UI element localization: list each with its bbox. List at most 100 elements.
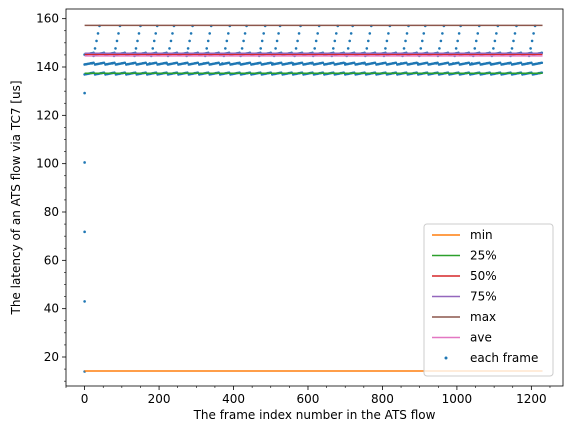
- legend-label: min: [470, 228, 493, 242]
- legend-label: 25%: [470, 249, 497, 263]
- frame-point: [314, 39, 318, 43]
- frame-point: [510, 47, 514, 50]
- frame-point: [519, 61, 523, 65]
- frame-point: [114, 47, 117, 50]
- frame-point: [83, 300, 86, 303]
- x-axis-ticks: 0 200 400 600 800 1000 1200: [65, 386, 551, 406]
- frame-point: [532, 32, 535, 35]
- frame-point: [362, 62, 366, 65]
- frame-point: [492, 47, 495, 50]
- frame-point: [202, 62, 206, 65]
- frame-point: [441, 32, 444, 35]
- frame-point: [221, 62, 224, 65]
- frame-point: [83, 161, 86, 164]
- frame-point: [476, 32, 480, 35]
- frame-point: [148, 62, 152, 65]
- frame-point: [394, 61, 398, 65]
- frame-point: [477, 61, 481, 65]
- frame-point: [439, 39, 443, 43]
- frame-point: [291, 62, 295, 65]
- x-tick-label: 1200: [516, 392, 547, 406]
- frame-point: [498, 61, 502, 65]
- frame-point: [115, 39, 119, 43]
- frame-point: [171, 32, 174, 35]
- frame-point: [102, 61, 106, 65]
- frame-point: [404, 39, 407, 43]
- frame-point: [457, 32, 461, 35]
- frame-point: [529, 47, 532, 50]
- frame-point: [384, 61, 387, 65]
- x-tick-label: 200: [148, 392, 171, 406]
- frame-point: [495, 32, 498, 35]
- y-tick-label: 80: [44, 205, 59, 219]
- frame-point: [474, 39, 478, 43]
- frame-point: [206, 61, 210, 65]
- frame-point: [332, 47, 335, 50]
- frame-point: [513, 32, 517, 35]
- frame-point: [470, 62, 474, 65]
- frame-point: [316, 32, 319, 35]
- frame-point: [206, 39, 210, 43]
- legend-label: 50%: [470, 269, 497, 283]
- frame-point: [271, 62, 274, 65]
- frame-point: [123, 61, 127, 65]
- frame-point: [438, 47, 441, 50]
- frame-point: [154, 32, 158, 35]
- frame-point: [420, 39, 424, 43]
- frame-point: [274, 47, 277, 50]
- frame-point: [365, 47, 369, 50]
- frame-point: [152, 39, 156, 43]
- frame-point: [419, 47, 423, 50]
- frame-point: [446, 61, 450, 65]
- frame-point: [368, 32, 372, 35]
- frame-point: [334, 32, 338, 35]
- frame-point: [168, 47, 171, 50]
- y-tick-label: 140: [36, 60, 59, 74]
- frame-point: [404, 61, 408, 65]
- frame-point: [144, 61, 147, 65]
- frame-point: [83, 230, 86, 234]
- legend: min 25% 50% 75% max ave each frame: [423, 223, 554, 377]
- y-axis-ticks: 20 40 60 80 100 120 140 160: [36, 12, 66, 382]
- frame-point: [530, 61, 533, 65]
- frame-point: [489, 62, 492, 65]
- frame-point: [217, 61, 220, 65]
- frame-point: [205, 47, 209, 50]
- frame-point: [117, 32, 120, 35]
- frame-point: [260, 39, 264, 43]
- frame-point: [83, 91, 86, 95]
- frame-point: [435, 62, 438, 65]
- frame-point: [300, 61, 304, 65]
- frame-point: [224, 47, 227, 50]
- x-tick-label: 600: [297, 392, 320, 406]
- frame-point: [243, 32, 247, 35]
- frame-point: [237, 62, 241, 65]
- frame-point: [259, 47, 263, 50]
- frame-point: [154, 61, 158, 65]
- frame-point: [186, 61, 189, 65]
- frame-point: [381, 62, 384, 65]
- frame-point: [451, 62, 455, 65]
- frame-point: [530, 39, 534, 43]
- frame-point: [405, 32, 409, 35]
- axes-frame: [65, 8, 564, 387]
- frame-point: [248, 61, 252, 65]
- frame-point: [526, 62, 529, 65]
- series-layer: [83, 24, 544, 373]
- frame-point: [275, 39, 279, 43]
- frame-point: [189, 32, 193, 35]
- y-tick-label: 120: [36, 108, 59, 122]
- frame-point: [240, 47, 244, 50]
- frame-point: [512, 39, 515, 43]
- frame-point: [473, 47, 477, 50]
- frame-point: [277, 32, 280, 35]
- frame-point: [384, 47, 387, 50]
- frame-point: [196, 61, 200, 65]
- frame-point: [333, 39, 337, 43]
- frame-point: [313, 47, 316, 50]
- frame-point: [262, 32, 265, 35]
- frame-point: [96, 32, 100, 35]
- x-tick-label: 400: [222, 392, 245, 406]
- legend-swatch: [444, 356, 448, 360]
